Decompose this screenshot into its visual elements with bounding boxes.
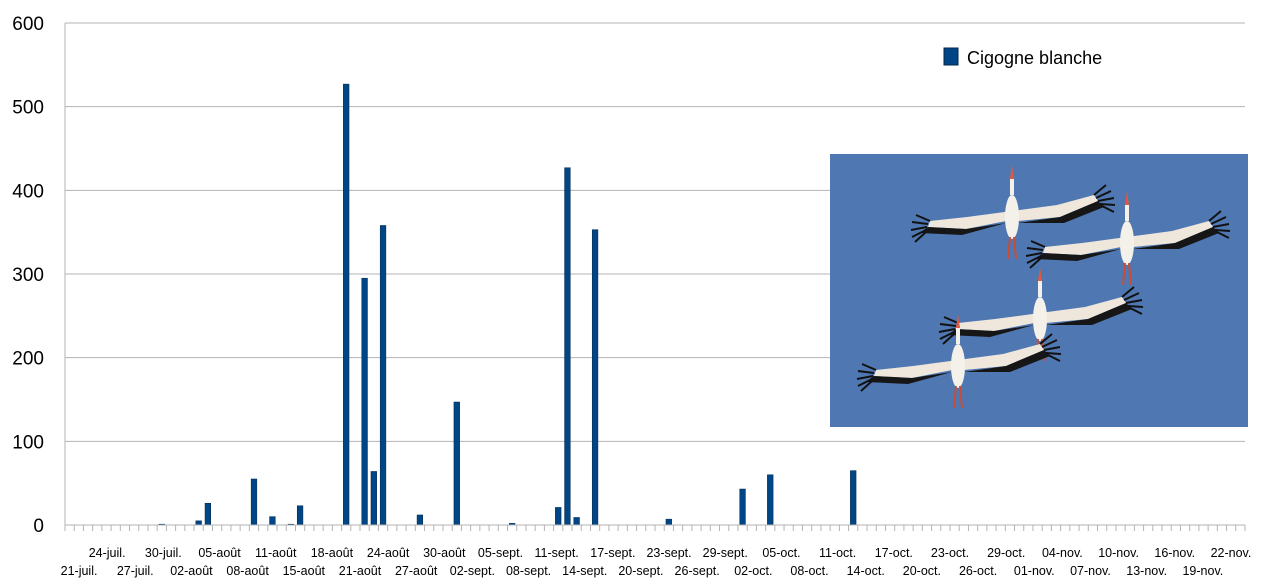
x-tick-label: 11-sept. (535, 546, 579, 560)
x-tick-label: 21-août (339, 564, 382, 578)
x-tick-label: 02-sept. (450, 564, 495, 578)
x-tick-label: 08-août (226, 564, 269, 578)
x-tick-label: 02-août (170, 564, 213, 578)
x-tick-label: 29-oct. (987, 546, 1025, 560)
bar (250, 478, 258, 526)
x-tick-label: 11-oct. (819, 546, 856, 560)
x-tick-label: 05-oct. (762, 546, 800, 560)
y-tick-label: 200 (12, 349, 44, 370)
y-tick-label: 600 (12, 14, 44, 35)
x-tick-label: 08-oct. (790, 564, 828, 578)
bar (370, 471, 377, 526)
bar (739, 488, 746, 526)
x-tick-label: 27-juil. (117, 564, 154, 578)
bars (158, 83, 857, 526)
x-tick-label: 10-nov. (1098, 546, 1139, 560)
x-tick-label: 14-sept. (562, 564, 607, 578)
x-tick-label: 14-oct. (847, 564, 885, 578)
x-tick-label: 26-oct. (959, 564, 997, 578)
bar (767, 474, 774, 526)
x-tick-label: 23-oct. (931, 546, 969, 560)
x-tick-label: 16-nov. (1154, 546, 1195, 560)
bar (564, 167, 571, 526)
y-tick-labels: 0 100 200 300 400 500 600 (12, 14, 44, 537)
legend-swatch (943, 47, 959, 66)
bar (850, 470, 857, 526)
bar (195, 520, 202, 526)
x-tick-label: 20-sept. (618, 564, 663, 578)
bar (361, 277, 368, 526)
stork-photo (830, 154, 1248, 427)
legend-label: Cigogne blanche (967, 48, 1102, 68)
bar (665, 518, 672, 526)
x-tick-label: 13-nov. (1126, 564, 1167, 578)
x-tick-label: 07-nov. (1070, 564, 1111, 578)
x-tick-label: 24-août (367, 546, 410, 560)
y-tick-label: 400 (12, 181, 44, 202)
bar (573, 517, 580, 526)
bar (555, 507, 562, 526)
x-tick-label: 30-juil. (145, 546, 182, 560)
x-tick-label: 17-oct. (875, 546, 913, 560)
x-tick-label: 27-août (395, 564, 438, 578)
bar (379, 225, 387, 526)
y-tick-label: 500 (12, 98, 44, 119)
bar (416, 514, 424, 526)
x-tick-label: 21-juil. (61, 564, 98, 578)
bar (343, 83, 350, 526)
x-tick-label: 30-août (423, 546, 466, 560)
axes (64, 23, 1246, 531)
x-tick-label: 22-nov. (1211, 546, 1252, 560)
x-tick-labels: 21-juil. 24-juil. 27-juil. 30-juil. 02-août 0… (61, 546, 1252, 578)
bar (204, 502, 211, 526)
x-tick-label: 01-nov. (1014, 564, 1055, 578)
legend: Cigogne blanche (943, 47, 1102, 68)
x-tick-label: 29-sept. (703, 546, 748, 560)
x-tick-label: 23-sept. (646, 546, 691, 560)
bar (269, 516, 276, 526)
x-tick-label: 24-juil. (89, 546, 126, 560)
x-tick-label: 15-août (283, 564, 326, 578)
x-tick-label: 02-oct. (734, 564, 772, 578)
x-tick-label: 20-oct. (903, 564, 941, 578)
x-tick-label: 18-août (311, 546, 354, 560)
x-tick-label: 05-août (198, 546, 241, 560)
x-tick-label: 17-sept. (590, 546, 635, 560)
grid (65, 22, 1245, 526)
y-tick-label: 0 (33, 516, 44, 537)
bar (296, 505, 304, 526)
bar (453, 401, 460, 526)
y-tick-label: 300 (12, 265, 44, 286)
y-tick-label: 100 (12, 432, 44, 453)
x-tick-label: 08-sept. (506, 564, 551, 578)
x-tick-label: 05-sept. (478, 546, 523, 560)
x-tick-label: 04-nov. (1042, 546, 1083, 560)
x-tick-label: 26-sept. (675, 564, 720, 578)
x-tick-label: 19-nov. (1182, 564, 1223, 578)
bar (591, 229, 599, 526)
x-tick-label: 11-août (255, 546, 297, 560)
